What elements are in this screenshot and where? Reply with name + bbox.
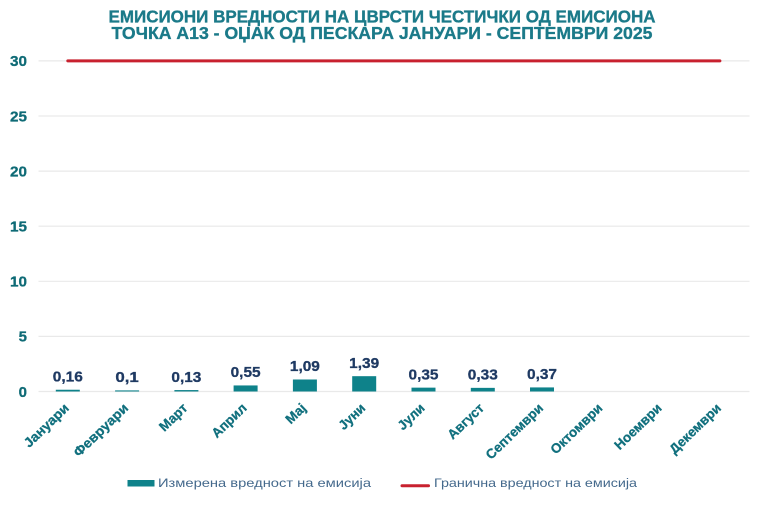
svg-text:Гранична вредност на емисија: Гранична вредност на емисија [434,476,637,490]
svg-text:0,33: 0,33 [468,367,498,384]
svg-text:0,37: 0,37 [527,366,557,383]
svg-text:0: 0 [19,384,27,401]
svg-text:ЕМИСИОНИ ВРЕДНОСТИ НА ЦВРСТИ Ч: ЕМИСИОНИ ВРЕДНОСТИ НА ЦВРСТИ ЧЕСТИЧКИ ОД… [109,7,656,27]
svg-text:0,16: 0,16 [53,368,83,385]
svg-text:30: 30 [10,53,27,70]
svg-text:25: 25 [10,108,27,125]
svg-text:0,1: 0,1 [115,369,139,386]
svg-text:1,39: 1,39 [349,355,379,372]
svg-text:ТОЧКА А13 - ОЏАК ОД ПЕСКАРА ЈА: ТОЧКА А13 - ОЏАК ОД ПЕСКАРА ЈАНУАРИ - СЕ… [112,23,653,43]
svg-text:0,35: 0,35 [409,366,439,383]
svg-text:20: 20 [10,163,27,180]
svg-text:0,55: 0,55 [231,364,261,381]
svg-text:0,13: 0,13 [171,369,201,386]
svg-text:10: 10 [10,274,27,291]
svg-text:1,09: 1,09 [290,358,320,375]
svg-text:5: 5 [19,329,27,346]
svg-text:Измерена вредност на емисија: Измерена вредност на емисија [158,476,371,490]
svg-text:15: 15 [10,219,27,236]
